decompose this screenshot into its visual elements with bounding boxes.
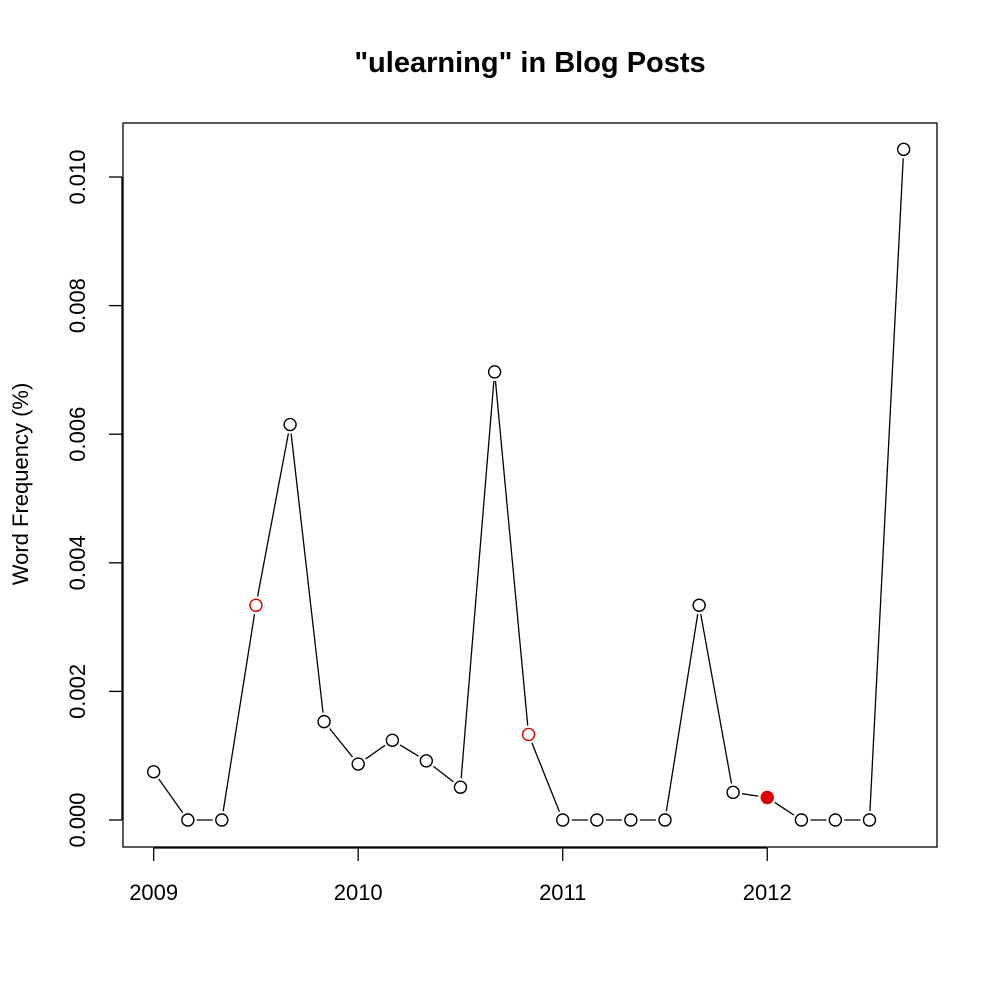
series-line-segment (365, 744, 386, 760)
y-axis: 0.000 0.002 0.004 0.006 0.008 0.010 (65, 149, 123, 848)
series-line-segment (433, 765, 454, 783)
y-axis-label: Word Frequency (%) (8, 383, 33, 586)
x-tick-label: 2009 (129, 880, 178, 905)
series-line-segment (399, 744, 419, 757)
data-point (556, 813, 570, 827)
series-line-segment (494, 380, 529, 726)
data-point (590, 813, 604, 827)
series-line-segment (774, 801, 795, 816)
data-point (692, 598, 706, 612)
data-point (760, 790, 774, 805)
plot-frame (122, 122, 938, 848)
y-tick-label: 0.008 (65, 278, 90, 333)
data-point (862, 813, 877, 827)
series-line-segment (700, 613, 733, 784)
data-point (658, 813, 672, 827)
data-point (385, 733, 400, 747)
data-point (726, 785, 740, 800)
chart-title: "ulearning" in Blog Posts (354, 47, 705, 79)
data-point (419, 754, 434, 768)
series-line-segment (531, 742, 560, 812)
x-tick-label: 2010 (334, 880, 383, 905)
series-line-segment (158, 778, 184, 814)
data-point (249, 598, 263, 612)
series-line-segment (460, 380, 495, 779)
y-tick-label: 0.004 (65, 535, 90, 590)
data-point (215, 813, 229, 827)
x-axis: 2009 2010 2011 2012 (129, 847, 792, 905)
y-tick-label: 0.010 (65, 149, 90, 204)
data-point (828, 813, 843, 827)
series-line-segment (665, 614, 699, 812)
x-tick-label: 2011 (539, 880, 586, 905)
y-tick-label: 0.002 (65, 664, 90, 719)
series-line-segment (329, 728, 354, 758)
data-point (896, 142, 911, 157)
y-tick-label: 0.000 (65, 792, 90, 847)
data-point (181, 813, 195, 827)
data-point (351, 757, 365, 771)
y-tick-label: 0.006 (65, 407, 90, 462)
x-tick-label: 2012 (743, 880, 792, 905)
data-point (624, 813, 638, 827)
series-line-segment (869, 158, 904, 812)
data-point (521, 727, 536, 742)
series-line-segment (222, 614, 256, 812)
data-point (487, 365, 502, 379)
series-layer (146, 142, 911, 827)
series-line-segment (290, 433, 324, 713)
series-line-segment (256, 433, 290, 597)
data-point (794, 813, 809, 827)
data-point (283, 417, 297, 432)
data-point (317, 714, 331, 729)
series-line-segment (741, 793, 759, 797)
data-point (146, 765, 161, 779)
data-point (453, 780, 468, 794)
